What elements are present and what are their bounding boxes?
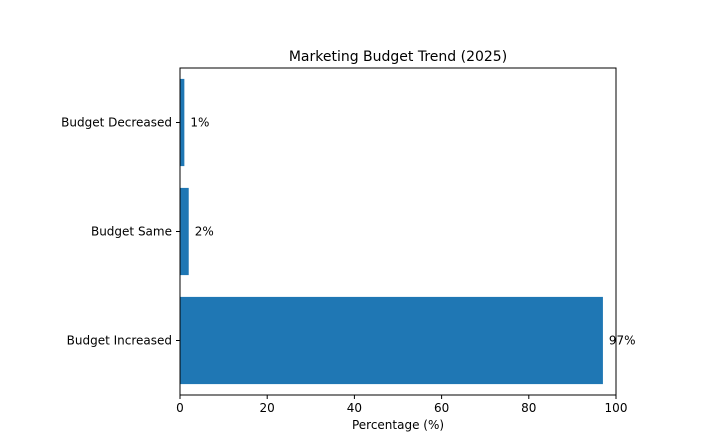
x-axis: 0 20 40 60 80 100 <box>176 395 627 415</box>
x-tick-label: 80 <box>521 401 536 415</box>
x-tick-label: 60 <box>434 401 449 415</box>
x-tick-label: 0 <box>176 401 184 415</box>
bar-budget-decreased <box>180 78 185 167</box>
bars-layer <box>180 78 603 385</box>
plot-frame <box>179 67 617 396</box>
chart-title: Marketing Budget Trend (2025) <box>289 49 507 65</box>
y-tick-label: Budget Same <box>91 225 172 239</box>
data-label-budget-decreased: 1% <box>190 116 209 130</box>
bar-budget-same <box>180 187 189 276</box>
y-axis: Budget Increased Budget Same Budget Decrea… <box>61 116 180 348</box>
x-tick-label: 100 <box>605 401 628 415</box>
x-axis-label: Percentage (%) <box>352 418 444 432</box>
bar-budget-increased <box>180 296 603 385</box>
x-tick-label: 20 <box>260 401 275 415</box>
data-label-budget-increased: 97% <box>609 334 636 348</box>
y-tick-label: Budget Increased <box>67 334 172 348</box>
y-tick-label: Budget Decreased <box>61 116 172 130</box>
data-label-budget-same: 2% <box>195 225 214 239</box>
x-tick-label: 40 <box>347 401 362 415</box>
